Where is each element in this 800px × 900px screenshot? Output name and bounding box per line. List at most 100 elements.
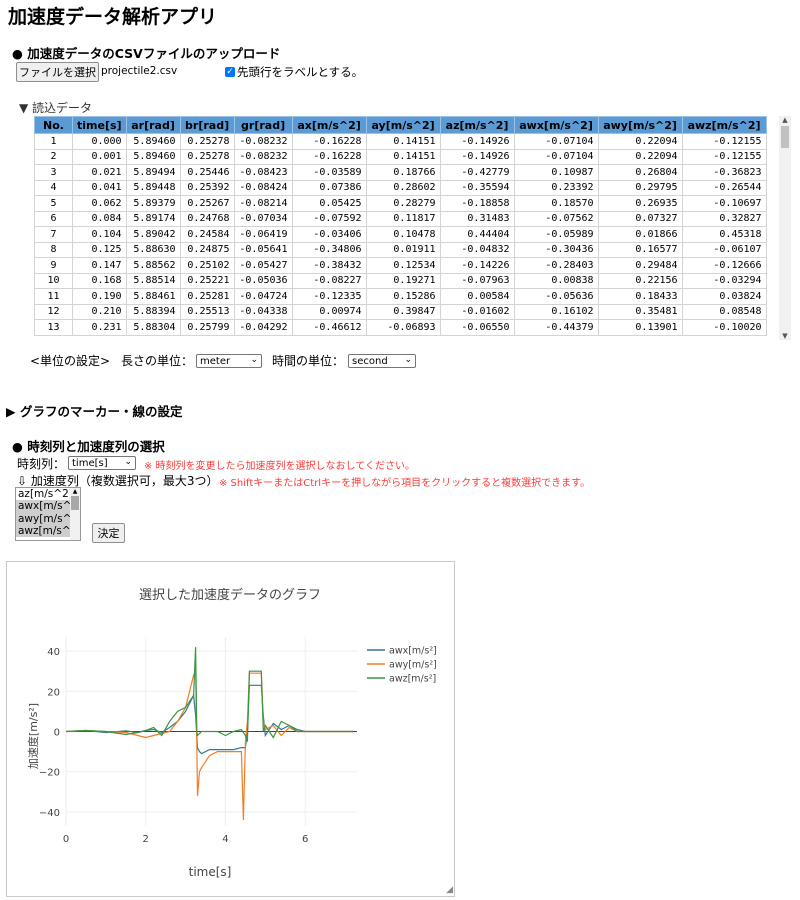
- table-cell: -0.05036: [233, 272, 293, 289]
- legend-entry[interactable]: awz[m/s²]: [389, 674, 436, 685]
- table-scrollbar[interactable]: ▲ ▼: [779, 116, 791, 340]
- time-column-select[interactable]: time[s] ⌄: [68, 456, 136, 470]
- listbox-option[interactable]: az[m/s^2]: [18, 488, 73, 500]
- table-cell: 4: [34, 179, 73, 196]
- chart-container[interactable]: 選択した加速度データのグラフ time[s] 加速度[m/s²] 0 2 4 6 40 2…: [6, 561, 455, 897]
- table-cell: -0.07034: [233, 210, 293, 227]
- file-select-button[interactable]: ファイルを選択: [16, 62, 99, 82]
- table-cell: -0.05989: [513, 226, 599, 243]
- table-cell: 0.05425: [291, 195, 367, 212]
- time-unit-select[interactable]: second ⌄: [348, 354, 416, 368]
- acceleration-chart: 選択した加速度データのグラフ time[s] 加速度[m/s²] 0 2 4 6 40 2…: [26, 587, 437, 879]
- table-row: 8 0.125 5.88630 0.24875 -0.05641 -0.34806 0.01…: [34, 241, 767, 258]
- listbox-option[interactable]: awx[m/s^2]: [16, 500, 81, 513]
- table-cell: 7: [34, 226, 73, 243]
- table-cell: 5.88514: [125, 272, 181, 289]
- table-row: 3 0.021 5.89494 0.25446 -0.08423 -0.03589 0.18…: [34, 164, 767, 181]
- table-cell: 0.25281: [179, 288, 235, 305]
- listbox-option[interactable]: awz[m/s^2]: [16, 524, 81, 538]
- table-cell: -0.07562: [513, 210, 599, 227]
- table-cell: 0.12534: [365, 257, 441, 274]
- length-unit-select[interactable]: meter ⌄: [196, 354, 262, 368]
- table-row: 6 0.084 5.89174 0.24768 -0.07034 -0.07592 0.11…: [34, 210, 767, 227]
- table-cell: 0.07327: [597, 210, 683, 227]
- table-cell: 0.39847: [365, 303, 441, 320]
- table-cell: 0.32827: [681, 210, 767, 227]
- table-cell: 0.125: [72, 241, 127, 258]
- table-cell: 6: [34, 210, 73, 227]
- listbox-option[interactable]: awy[m/s^2]: [16, 512, 81, 525]
- page-title: 加速度データ解析アプリ: [8, 6, 218, 28]
- table-cell: 12: [34, 303, 73, 320]
- table-cell: 0.15286: [365, 288, 441, 305]
- table-cell: 0.29795: [597, 179, 683, 196]
- scroll-thumb[interactable]: [781, 126, 789, 148]
- header-checkbox[interactable]: ✓: [225, 67, 235, 77]
- table-cell: 0.28279: [365, 195, 441, 212]
- table-cell: -0.08423: [233, 164, 293, 181]
- table-cell: -0.05427: [233, 257, 293, 274]
- table-cell: -0.01602: [439, 303, 515, 320]
- table-cell: 3: [34, 164, 73, 181]
- scroll-down-icon[interactable]: ▼: [782, 332, 788, 340]
- table-cell: -0.36823: [681, 164, 767, 181]
- table-cell: -0.08232: [233, 133, 293, 150]
- column-header: gr[rad]: [233, 116, 293, 134]
- table-cell: 0.18433: [597, 288, 683, 305]
- accel-column-listbox[interactable]: az[m/s^2] awx[m/s^2] awy[m/s^2] awz[m/s^…: [15, 487, 81, 541]
- column-header: awy[m/s^2]: [597, 116, 683, 134]
- header-row-option: ✓ 先頭行をラベルとする。: [225, 64, 363, 80]
- data-table-container[interactable]: No. time[s] ar[rad] br[rad] gr[rad] ax[m/s^2]…: [34, 116, 778, 340]
- table-cell: -0.04338: [233, 303, 293, 320]
- table-cell: -0.16228: [291, 148, 367, 165]
- x-tick-label: 6: [302, 834, 308, 845]
- table-cell: 5.88394: [125, 303, 181, 320]
- table-cell: -0.14926: [439, 133, 515, 150]
- table-cell: -0.12335: [291, 288, 367, 305]
- table-row: 2 0.001 5.89460 0.25278 -0.08232 -0.16228 0.14…: [34, 148, 767, 165]
- legend-entry[interactable]: awy[m/s²]: [389, 660, 437, 671]
- table-cell: -0.07104: [513, 133, 599, 150]
- table-cell: 0.10987: [513, 164, 599, 181]
- column-header: az[m/s^2]: [439, 116, 515, 134]
- table-cell: 5.89494: [125, 164, 181, 181]
- scroll-up-icon[interactable]: ▲: [782, 116, 788, 124]
- table-cell: 0.08548: [681, 303, 767, 320]
- read-data-summary[interactable]: ▼ 読込データ: [19, 101, 93, 115]
- table-cell: -0.18858: [439, 195, 515, 212]
- legend-entry[interactable]: awx[m/s²]: [389, 646, 437, 657]
- scroll-thumb[interactable]: [71, 496, 79, 510]
- data-table: No. time[s] ar[rad] br[rad] gr[rad] ax[m/s^2]…: [34, 116, 767, 336]
- table-cell: 5.89379: [125, 195, 181, 212]
- decide-button[interactable]: 決定: [92, 523, 125, 543]
- marker-settings-summary[interactable]: ▶ グラフのマーカー・線の設定: [6, 404, 183, 419]
- table-cell: 0.24875: [179, 241, 235, 258]
- table-cell: 0.24584: [179, 226, 235, 243]
- table-cell: 0.25267: [179, 195, 235, 212]
- table-cell: 0.25799: [179, 319, 235, 336]
- header-checkbox-label: 先頭行をラベルとする。: [237, 65, 364, 79]
- table-cell: -0.05641: [233, 241, 293, 258]
- length-unit-label: 長さの単位：: [121, 354, 194, 368]
- listbox-scrollbar[interactable]: ▲: [70, 488, 80, 540]
- table-cell: -0.16228: [291, 133, 367, 150]
- table-row: 5 0.062 5.89379 0.25267 -0.08214 0.05425 0.282…: [34, 195, 767, 212]
- table-cell: 0.03824: [681, 288, 767, 305]
- table-cell: 0.14151: [365, 148, 441, 165]
- table-cell: -0.06893: [365, 319, 441, 336]
- resize-handle-icon[interactable]: ◢: [446, 885, 453, 895]
- table-cell: 0.22156: [597, 272, 683, 289]
- table-cell: 0.168: [72, 272, 127, 289]
- table-cell: -0.44379: [513, 319, 599, 336]
- column-header: awz[m/s^2]: [681, 116, 767, 134]
- upload-heading: ● 加速度データのCSVファイルのアップロード: [12, 46, 281, 61]
- table-cell: -0.08214: [233, 195, 293, 212]
- scroll-up-icon[interactable]: ▲: [72, 488, 78, 495]
- table-cell: -0.07592: [291, 210, 367, 227]
- y-tick-label: −40: [39, 808, 60, 819]
- table-cell: 0.35481: [597, 303, 683, 320]
- column-header: awx[m/s^2]: [513, 116, 599, 134]
- units-label: <単位の設定>: [30, 354, 111, 368]
- table-cell: -0.06419: [233, 226, 293, 243]
- table-cell: 0.24768: [179, 210, 235, 227]
